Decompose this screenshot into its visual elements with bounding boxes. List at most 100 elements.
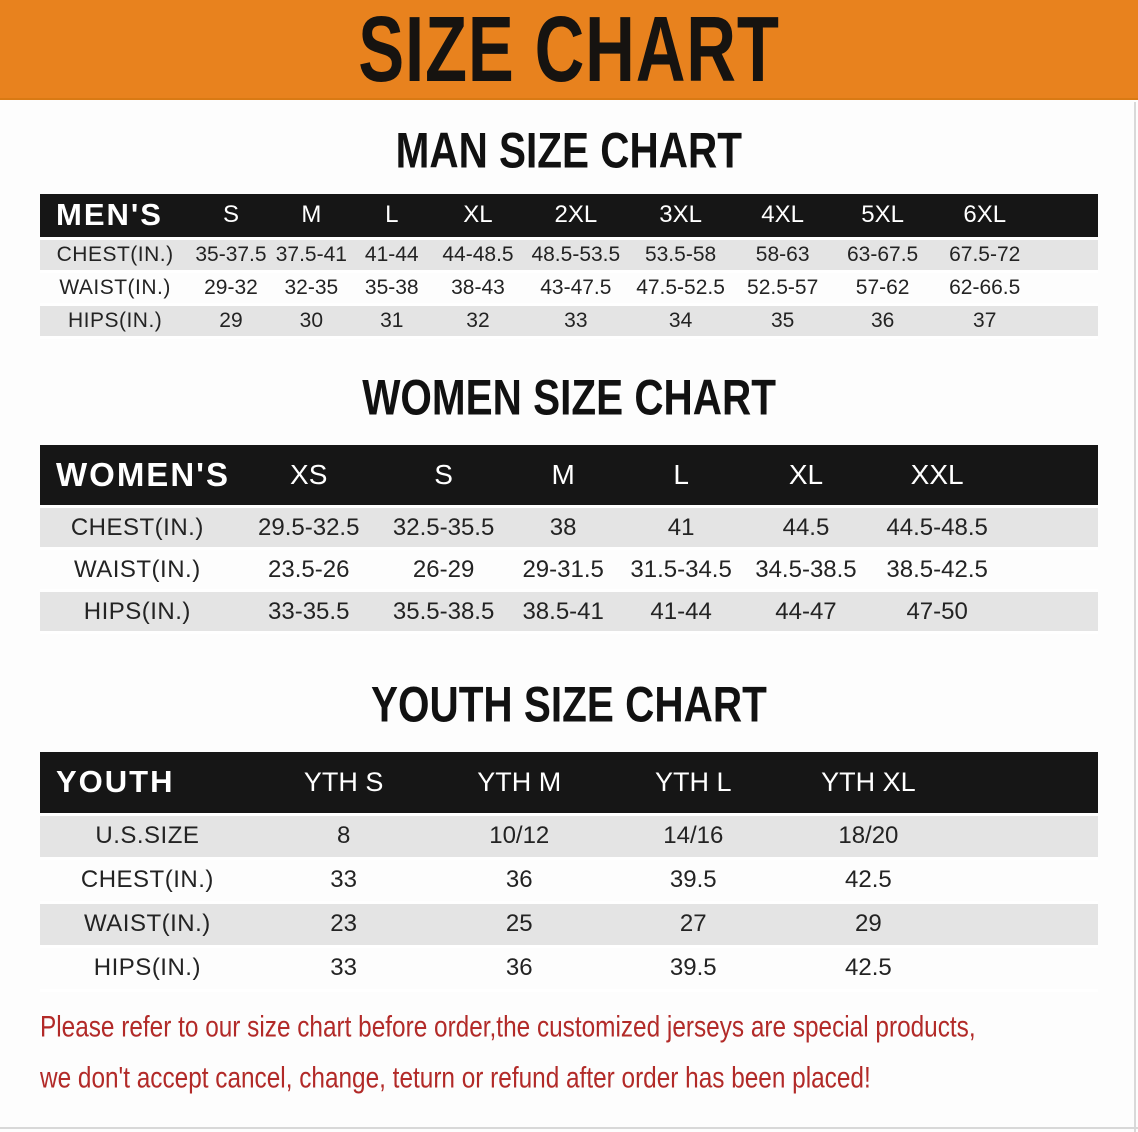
page-right-edge-line [1134, 102, 1136, 1132]
table-cell: 48.5-53.5 [531, 242, 621, 266]
table-filler-cell [956, 946, 1098, 990]
women-table-title-cell: WOMEN'S [56, 455, 231, 493]
row-label: HIPS(IN.) [67, 308, 163, 332]
table-cell: 29-31.5 [522, 555, 604, 583]
row-label: HIPS(IN.) [83, 597, 191, 625]
table-cell: 18/20 [838, 822, 899, 849]
table-cell: 36 [870, 308, 895, 332]
page-bottom-edge-line [0, 1127, 1138, 1129]
women-size-table: WOMEN'S XS S M L XL XXL CHEST(IN.) 29.5-… [40, 444, 1098, 635]
table-cell: 41 [667, 513, 695, 541]
men-table-header-row: MEN'S S M L XL 2XL 3XL 4XL 5XL 6XL [40, 194, 1098, 238]
table-cell: 36 [505, 954, 533, 981]
table-cell: 53.5-58 [644, 242, 717, 266]
youth-waist-row: WAIST(IN.) 23 25 27 29 [40, 902, 1098, 946]
youth-size-col-header: YTH S [303, 766, 384, 797]
row-label: CHEST(IN.) [70, 513, 204, 541]
table-cell: 44-47 [775, 597, 837, 625]
men-size-col-header: 2XL [554, 201, 598, 229]
table-filler-cell [1003, 445, 1098, 507]
row-label: HIPS(IN.) [93, 954, 201, 981]
women-chest-row: CHEST(IN.) 29.5-32.5 32.5-35.5 38 41 44.… [40, 506, 1098, 549]
table-cell: 33-35.5 [268, 597, 350, 625]
page-title: SIZE CHART [358, 0, 780, 100]
youth-table-header-row: YOUTH YTH S YTH M YTH L YTH XL [40, 752, 1098, 814]
table-cell: 42.5 [845, 954, 892, 981]
table-filler-cell [1037, 271, 1098, 304]
table-cell: 31 [380, 308, 404, 332]
table-cell: 44-48.5 [442, 242, 514, 266]
table-cell: 34.5-38.5 [755, 555, 857, 583]
youth-hips-row: HIPS(IN.) 33 36 39.5 42.5 [40, 946, 1098, 990]
youth-table-title-cell: YOUTH [56, 764, 175, 800]
table-cell: 29 [855, 910, 882, 937]
table-filler-cell [1037, 194, 1098, 238]
men-size-col-header: 6XL [963, 201, 1007, 229]
table-cell: 36 [505, 866, 533, 893]
women-table-header-row: WOMEN'S XS S M L XL XXL [40, 444, 1098, 507]
men-size-col-header: 3XL [659, 201, 702, 229]
table-cell: 29.5-32.5 [258, 513, 360, 541]
table-cell: 14/16 [663, 822, 724, 849]
footer-note: Please refer to our size chart before or… [0, 1004, 1138, 1106]
women-size-col-header: XS [290, 458, 328, 490]
men-size-table: MEN'S S M L XL 2XL 3XL 4XL 5XL 6XL CHEST… [40, 194, 1098, 339]
women-size-col-header: XXL [910, 458, 964, 490]
table-cell: 39.5 [669, 954, 717, 981]
table-cell: 33 [330, 954, 357, 981]
table-cell: 29-32 [204, 275, 258, 299]
table-cell: 35 [770, 308, 795, 332]
table-cell: 67.5-72 [949, 242, 1021, 266]
table-cell: 35-38 [364, 275, 419, 299]
table-cell: 23.5-26 [268, 555, 350, 583]
youth-size-col-header: YTH M [477, 766, 562, 797]
men-size-col-header: S [222, 201, 239, 229]
table-cell: 23 [330, 910, 357, 937]
table-cell: 25 [505, 910, 533, 937]
women-size-col-header: S [434, 458, 453, 490]
table-cell: 41-44 [364, 242, 419, 266]
table-cell: 26-29 [412, 555, 475, 583]
table-filler-cell [956, 752, 1098, 814]
table-cell: 29 [219, 308, 243, 332]
table-cell: 43-47.5 [540, 275, 612, 299]
table-cell: 32.5-35.5 [392, 513, 495, 541]
table-cell: 27 [679, 910, 707, 937]
youth-section-heading: YOUTH SIZE CHART [0, 676, 1138, 732]
women-waist-row: WAIST(IN.) 23.5-26 26-29 29-31.5 31.5-34… [40, 548, 1098, 591]
women-section-heading: WOMEN SIZE CHART [0, 368, 1138, 425]
women-section-heading-text: WOMEN SIZE CHART [362, 368, 776, 425]
table-cell: 47-50 [906, 597, 968, 625]
men-size-col-header: 5XL [861, 201, 904, 229]
table-cell: 39.5 [669, 866, 717, 893]
table-cell: 32 [466, 308, 490, 332]
table-cell: 38 [549, 513, 577, 541]
footer-note-line-2: we don't accept cancel, change, teturn o… [40, 1060, 871, 1094]
table-cell: 42.5 [845, 866, 892, 893]
table-cell: 44.5-48.5 [886, 513, 988, 541]
man-section-heading: MAN SIZE CHART [0, 121, 1138, 179]
table-cell: 8 [336, 822, 351, 849]
table-cell: 35.5-38.5 [392, 597, 495, 625]
men-size-col-header: L [385, 201, 399, 229]
row-label: WAIST(IN.) [73, 555, 201, 583]
table-cell: 44.5 [782, 513, 830, 541]
table-filler-cell [1003, 507, 1098, 549]
youth-size-table: YOUTH YTH S YTH M YTH L YTH XL U.S.SIZE … [40, 752, 1098, 992]
table-cell: 38.5-41 [522, 597, 604, 625]
footer-note-line-1: Please refer to our size chart before or… [40, 1009, 976, 1043]
table-cell: 33 [564, 308, 588, 332]
table-cell: 37.5-41 [275, 242, 347, 266]
youth-size-col-header: YTH XL [821, 766, 916, 797]
table-filler-cell [1003, 549, 1098, 591]
men-waist-row: WAIST(IN.) 29-32 32-35 35-38 38-43 43-47… [40, 271, 1098, 304]
man-section-heading-text: MAN SIZE CHART [395, 121, 743, 179]
table-cell: 58-63 [755, 242, 810, 266]
table-cell: 31.5-34.5 [630, 555, 732, 583]
table-filler-cell [1037, 238, 1098, 271]
table-cell: 57-62 [855, 275, 910, 299]
table-cell: 62-66.5 [949, 275, 1021, 299]
men-size-col-header: M [301, 201, 322, 229]
youth-size-col-header: YTH L [655, 766, 732, 797]
